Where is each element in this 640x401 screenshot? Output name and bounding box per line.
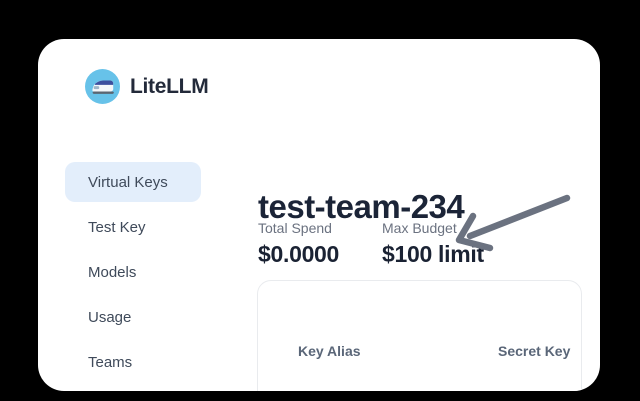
sidebar-item-test-key[interactable]: Test Key: [65, 207, 201, 247]
sidebar-item-virtual-keys[interactable]: Virtual Keys: [65, 162, 201, 202]
secret-key-column-header: Secret Key: [498, 343, 571, 359]
sidebar-item-label: Models: [88, 263, 137, 281]
stat-label: Max Budget: [382, 220, 457, 236]
sidebar-item-label: Teams: [88, 353, 133, 371]
brand-name: LiteLLM: [130, 74, 209, 98]
stat-label: Total Spend: [258, 220, 332, 236]
brand: LiteLLM: [85, 69, 209, 104]
stat-total-spend: Total Spend $0.0000: [258, 220, 339, 267]
annotation-arrow-icon: [455, 194, 571, 252]
sidebar-item-usage[interactable]: Usage: [65, 297, 201, 337]
team-page-title: test-team-234: [258, 188, 465, 226]
stat-value: $0.0000: [258, 241, 340, 267]
bullet-train-logo-icon: [85, 69, 120, 104]
sidebar-nav: Virtual Keys Test Key Models Usage Teams: [65, 162, 205, 387]
app-window-card: LiteLLM Virtual Keys Test Key Models Usa…: [38, 39, 600, 391]
sidebar-item-label: Test Key: [88, 218, 146, 236]
sidebar-item-label: Virtual Keys: [88, 173, 168, 191]
key-alias-column-header: Key Alias: [298, 343, 361, 359]
sidebar-item-models[interactable]: Models: [65, 252, 201, 292]
sidebar-item-teams[interactable]: Teams: [65, 342, 201, 382]
keys-table-card: Key Alias Secret Key: [257, 280, 582, 391]
sidebar-item-label: Usage: [88, 308, 132, 326]
